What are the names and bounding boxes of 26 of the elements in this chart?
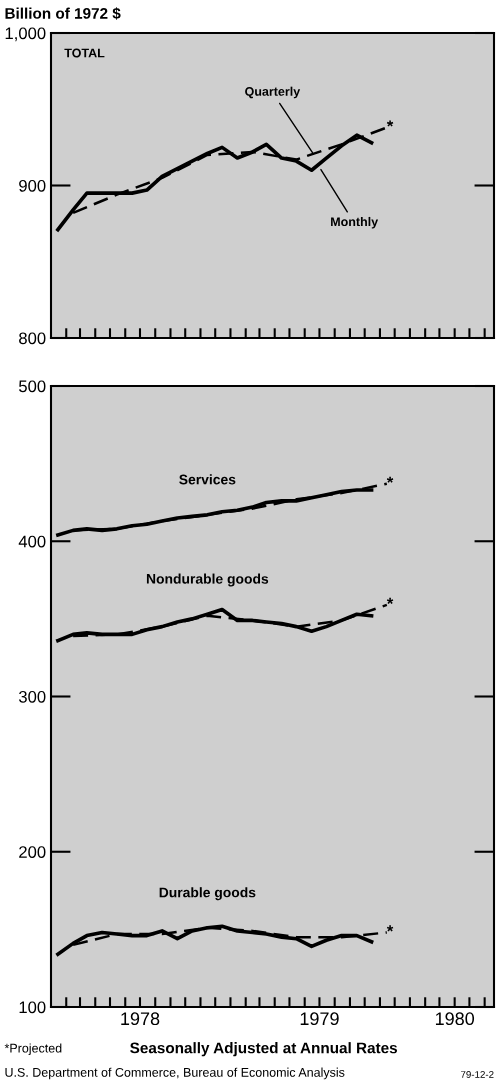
y-axis-title: Billion of 1972 $ <box>5 7 121 20</box>
annotation: TOTAL <box>64 48 105 58</box>
y-tick-label: 1,000 <box>5 27 46 42</box>
y-tick-label: 300 <box>18 690 46 703</box>
y-tick-label: 200 <box>19 846 46 858</box>
annotation: Monthly <box>331 216 379 229</box>
text: Durable goods <box>159 887 256 901</box>
annotation: * <box>386 476 394 483</box>
x-tick-label: 1979 <box>300 1012 339 1026</box>
x-tick-label: 1978 <box>121 1012 160 1026</box>
annotation: * <box>386 925 394 932</box>
x-tick-label: 1980 <box>435 1012 475 1026</box>
text: 79-12-2 <box>460 1071 494 1078</box>
y-tick-label: 800 <box>19 332 46 345</box>
series-label: Services <box>179 474 236 485</box>
y-tick-label: 900 <box>19 179 46 192</box>
text: *Projected <box>4 1043 62 1056</box>
annotation: * <box>386 120 394 127</box>
y-tick-label: 100 <box>19 1001 46 1014</box>
annotation: Quarterly <box>245 86 301 99</box>
text: Nondurable goods <box>146 573 269 587</box>
text: U.S. Department of Commerce, Bureau of Economic Analysis <box>5 1067 345 1080</box>
y-tick-label: 500 <box>19 380 46 393</box>
x-axis-title: Seasonally Adjusted at Annual Rates <box>130 1042 398 1057</box>
annotation: * <box>386 597 394 604</box>
y-tick-label: 400 <box>18 535 46 548</box>
